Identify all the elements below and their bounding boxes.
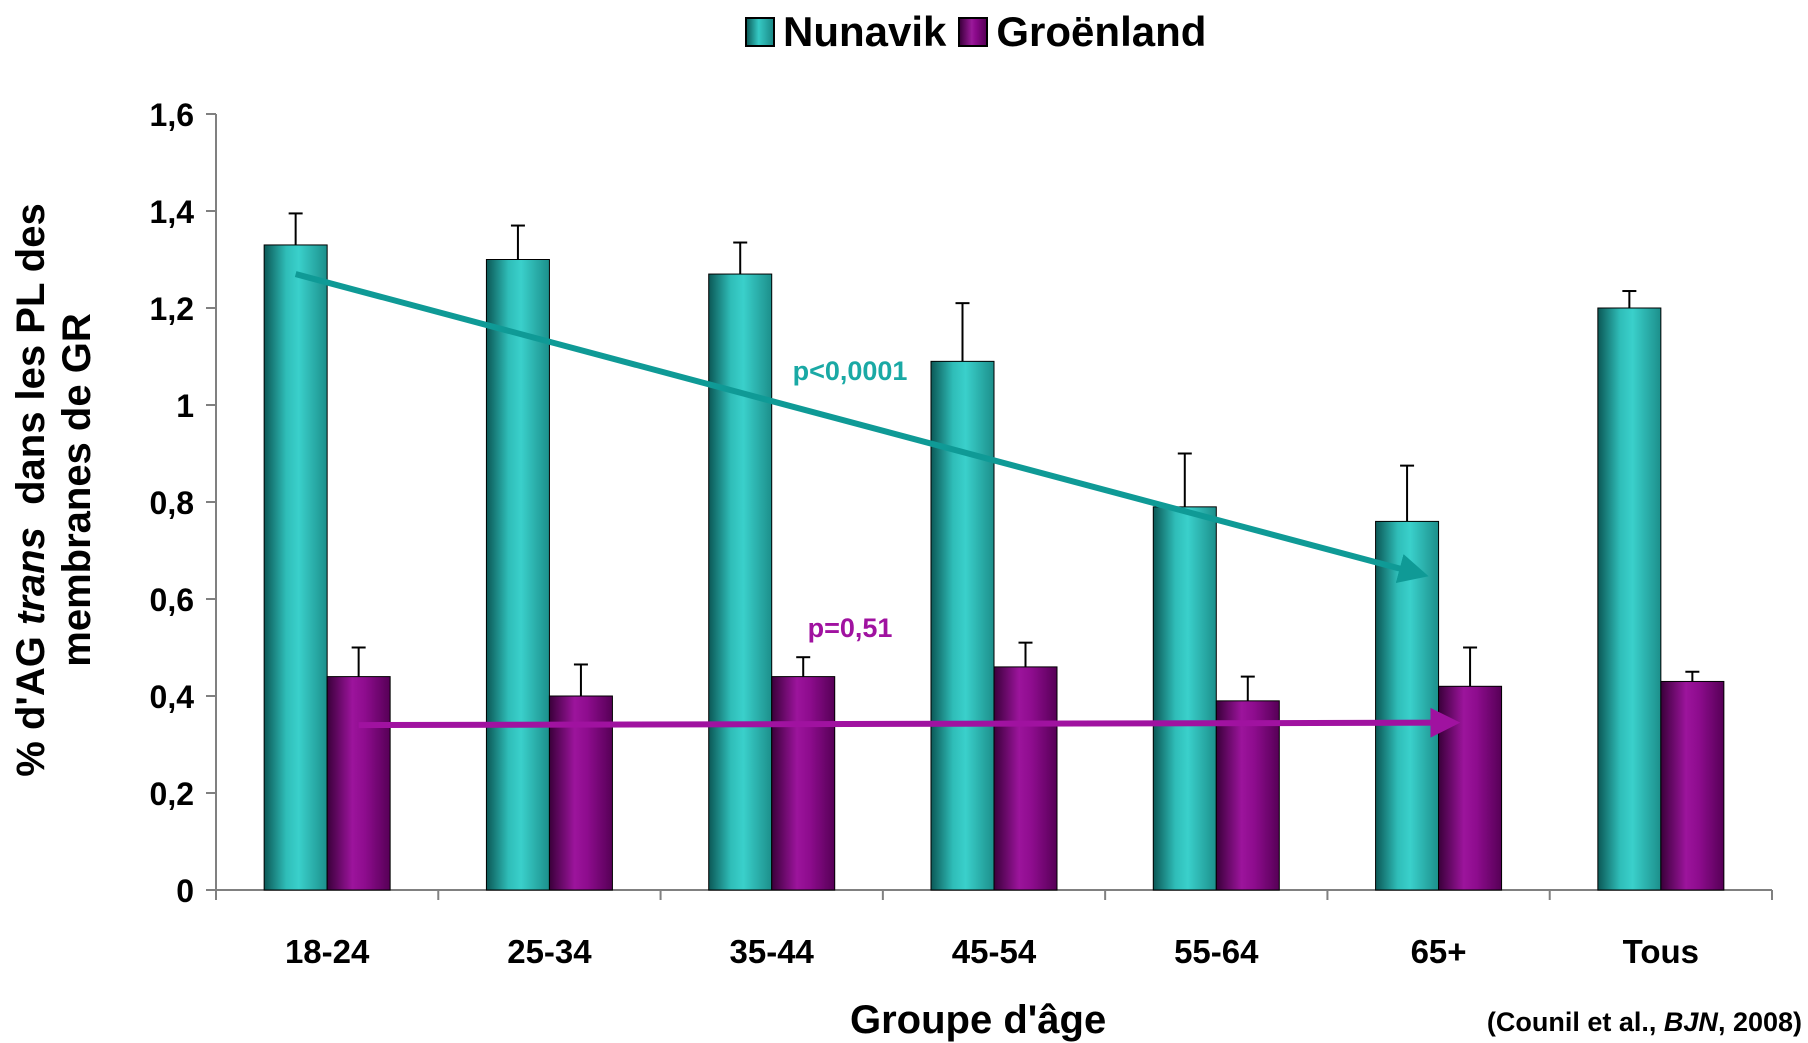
bar-groenland — [1660, 680, 1725, 891]
y-tick-label: 0,6 — [150, 582, 194, 618]
bar-nunavik — [485, 259, 550, 891]
trend-arrow-nunavik — [294, 271, 1429, 584]
y-tick-label: 0,4 — [150, 679, 195, 715]
source-citation: (Counil et al., BJN, 2008) — [1486, 1007, 1802, 1037]
bar-groenland — [771, 676, 836, 891]
legend-item-nunavik: Nunavik — [745, 8, 946, 56]
legend-swatch-nunavik — [745, 17, 775, 47]
bar-groenland — [1215, 700, 1280, 891]
y-tick-label: 0,8 — [150, 485, 194, 521]
bar-nunavik — [1597, 307, 1662, 891]
annotation-nunavik-p: p<0,0001 — [793, 356, 908, 386]
legend-swatch-groenland — [958, 17, 989, 47]
y-tick-label: 1 — [176, 388, 194, 424]
bar-groenland — [326, 676, 391, 891]
x-tick-label: 65+ — [1411, 933, 1467, 970]
y-tick-label: 1,6 — [150, 97, 194, 133]
legend-item-groenland: Groënland — [958, 8, 1206, 56]
bar-groenland — [1438, 685, 1503, 891]
bar-nunavik — [930, 360, 995, 891]
legend-label-nunavik: Nunavik — [783, 8, 947, 55]
trend-arrow-groenland — [358, 707, 1461, 738]
bar-nunavik — [1152, 506, 1217, 891]
y-tick-label: 0 — [176, 873, 194, 909]
x-tick-label: 55-64 — [1174, 933, 1259, 970]
y-tick-label: 0,2 — [150, 776, 194, 812]
bar-nunavik — [1375, 520, 1440, 891]
bar-nunavik — [708, 273, 773, 891]
y-tick-label: 1,4 — [150, 194, 195, 230]
x-tick-label: 45-54 — [952, 933, 1037, 970]
bar-groenland — [548, 695, 613, 891]
x-axis-title: Groupe d'âge — [850, 998, 1107, 1042]
x-tick-label: 25-34 — [507, 933, 592, 970]
bar-nunavik — [263, 244, 328, 891]
bar-groenland — [993, 666, 1058, 891]
x-tick-label: Tous — [1623, 933, 1699, 970]
x-tick-label: 18-24 — [285, 933, 370, 970]
legend: Nunavik Groënland — [745, 8, 1218, 56]
annotation-groenland-p: p=0,51 — [808, 613, 893, 643]
legend-label-groenland: Groënland — [996, 8, 1207, 55]
x-tick-label: 35-44 — [730, 933, 815, 970]
y-tick-label: 1,2 — [150, 291, 194, 327]
